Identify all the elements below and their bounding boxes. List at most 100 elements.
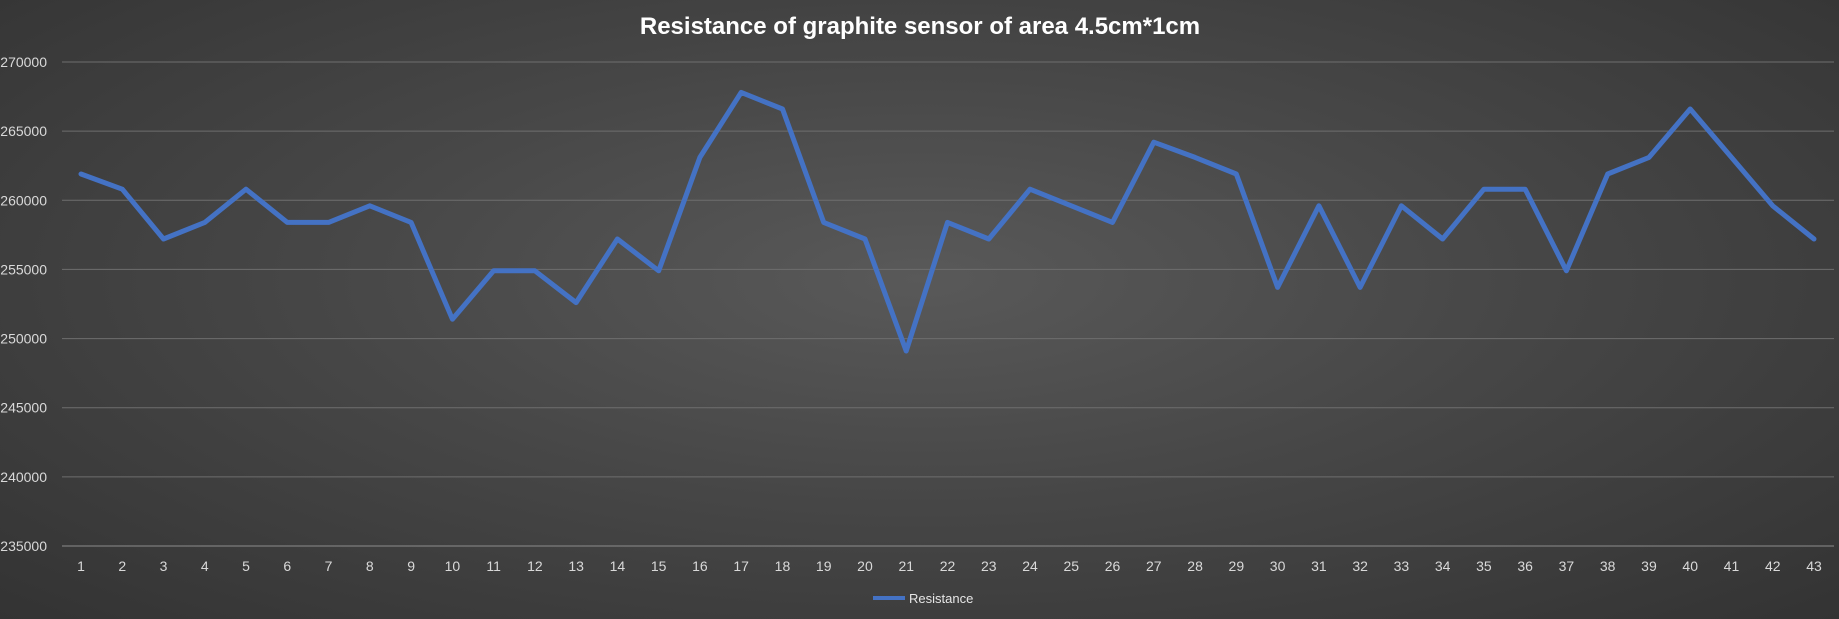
data-point: [1441, 237, 1445, 241]
x-tick-label: 4: [201, 558, 209, 574]
x-tick-label: 17: [733, 558, 749, 574]
y-tick-label: 235000: [0, 538, 47, 554]
data-point: [904, 349, 908, 353]
x-tick-label: 23: [981, 558, 997, 574]
data-point: [327, 220, 331, 224]
data-point: [450, 317, 454, 321]
data-point: [1111, 220, 1115, 224]
y-tick-label: 245000: [0, 400, 47, 416]
x-tick-label: 15: [651, 558, 667, 574]
x-tick-label: 39: [1641, 558, 1657, 574]
y-tick-label: 260000: [0, 192, 47, 208]
data-point: [1358, 285, 1362, 289]
x-tick-label: 41: [1724, 558, 1740, 574]
data-point: [863, 237, 867, 241]
x-tick-label: 25: [1063, 558, 1079, 574]
data-point: [203, 220, 207, 224]
x-tick-label: 13: [568, 558, 584, 574]
data-point: [285, 220, 289, 224]
x-tick-label: 24: [1022, 558, 1038, 574]
x-tick-label: 27: [1146, 558, 1162, 574]
x-tick-label: 43: [1806, 558, 1822, 574]
data-point: [739, 90, 743, 94]
x-tick-label: 37: [1559, 558, 1575, 574]
data-point: [1564, 269, 1568, 273]
data-point: [1399, 204, 1403, 208]
x-tick-label: 7: [325, 558, 333, 574]
x-tick-label: 6: [283, 558, 291, 574]
x-tick-label: 11: [486, 558, 501, 574]
x-tick-label: 22: [940, 558, 956, 574]
x-tick-label: 28: [1187, 558, 1203, 574]
x-tick-label: 8: [366, 558, 374, 574]
y-axis-ticks: 235000 240000 245000 250000 255000 260000 2650…: [0, 54, 47, 554]
x-tick-label: 5: [242, 558, 250, 574]
data-point: [946, 220, 949, 224]
data-point: [79, 172, 83, 176]
x-tick-label: 26: [1105, 558, 1121, 574]
data-point: [1152, 140, 1156, 144]
data-point: [409, 220, 413, 224]
x-axis-ticks: 1 2 3 4 5 6 7 8 9 10 11 12 13 14 15 16 17 18 19 20 21 22 23 24 2…: [77, 558, 1822, 574]
y-tick-label: 240000: [0, 469, 47, 485]
x-tick-label: 2: [118, 558, 126, 574]
data-point: [1276, 285, 1280, 289]
data-point: [1069, 204, 1073, 208]
x-tick-label: 38: [1600, 558, 1616, 574]
x-tick-label: 36: [1517, 558, 1533, 574]
x-tick-label: 10: [445, 558, 461, 574]
data-point: [987, 237, 991, 241]
x-tick-label: 40: [1682, 558, 1698, 574]
data-point: [120, 187, 124, 191]
data-point: [657, 269, 661, 273]
data-point: [615, 237, 619, 241]
data-point: [1771, 204, 1775, 208]
data-point: [1234, 172, 1238, 176]
data-point: [1482, 187, 1486, 191]
data-point: [698, 155, 702, 159]
data-point: [1606, 172, 1610, 176]
data-point: [1647, 155, 1651, 159]
data-point: [780, 107, 784, 111]
x-tick-label: 29: [1229, 558, 1245, 574]
x-tick-label: 20: [857, 558, 873, 574]
data-point: [1028, 187, 1032, 191]
data-point: [1523, 187, 1527, 191]
data-point: [822, 220, 826, 224]
data-point: [1193, 155, 1197, 159]
x-tick-label: 31: [1311, 558, 1327, 574]
data-point: [1317, 204, 1321, 208]
x-tick-label: 9: [407, 558, 415, 574]
y-tick-label: 265000: [0, 123, 47, 139]
chart-title: Resistance of graphite sensor of area 4.…: [640, 13, 1200, 40]
x-tick-label: 21: [898, 558, 914, 574]
data-point: [1729, 155, 1733, 159]
y-tick-label: 270000: [0, 54, 47, 70]
x-tick-label: 16: [692, 558, 708, 574]
x-tick-label: 42: [1765, 558, 1781, 574]
data-point: [533, 269, 537, 273]
x-tick-label: 32: [1352, 558, 1368, 574]
data-point: [368, 204, 372, 208]
legend-label-resistance: Resistance: [909, 591, 973, 606]
x-tick-label: 33: [1394, 558, 1410, 574]
series-lines: [78, 89, 1817, 354]
data-point: [1688, 107, 1692, 111]
data-point: [492, 269, 496, 273]
gridlines: [62, 61, 1834, 547]
x-tick-label: 1: [77, 558, 85, 574]
x-tick-label: 30: [1270, 558, 1286, 574]
legend: Resistance: [873, 591, 973, 606]
x-tick-label: 14: [610, 558, 626, 574]
x-tick-label: 3: [160, 558, 168, 574]
x-tick-label: 18: [775, 558, 791, 574]
x-tick-label: 35: [1476, 558, 1492, 574]
x-tick-label: 12: [527, 558, 543, 574]
y-tick-label: 250000: [0, 331, 47, 347]
data-point: [162, 237, 166, 241]
data-point: [244, 187, 248, 191]
data-point: [1812, 237, 1816, 241]
x-tick-label: 34: [1435, 558, 1451, 574]
